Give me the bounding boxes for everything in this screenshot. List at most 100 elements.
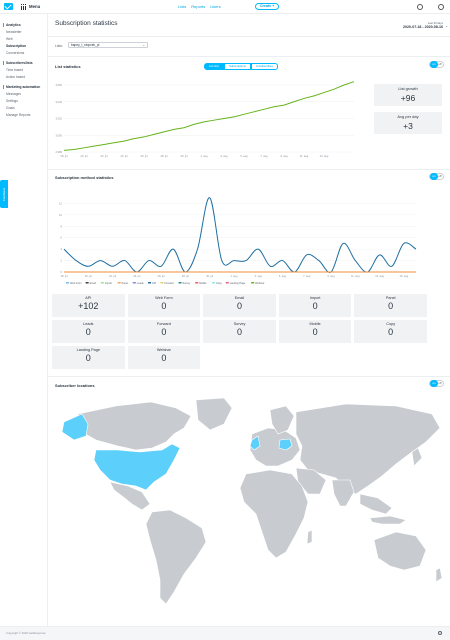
map-greenland[interactable] — [195, 397, 233, 431]
method-card-web-form: Web Form 0 — [127, 294, 201, 317]
map-africa[interactable] — [239, 469, 309, 559]
y-tick-label: 10 — [59, 213, 62, 217]
method-card-value: 0 — [312, 327, 318, 337]
y-tick-label: 3,020 — [56, 117, 63, 121]
nav-lists[interactable]: Lists — [178, 4, 187, 9]
map-asia[interactable] — [295, 403, 441, 495]
envelope-logo-icon[interactable] — [4, 3, 13, 10]
create-button[interactable]: Create + — [255, 2, 280, 10]
map-scandinavia[interactable] — [269, 405, 295, 435]
map-south-america[interactable] — [145, 509, 207, 605]
list-statistics-toggle[interactable]: on off — [429, 61, 444, 69]
menu-button[interactable]: Menu — [29, 4, 41, 9]
method-card-mobile: Mobile 0 — [278, 320, 352, 343]
settings-icon[interactable] — [417, 3, 423, 10]
method-card-panel: Panel 0 — [354, 294, 427, 317]
legend-swatch — [178, 282, 182, 284]
method-card-value: 0 — [161, 327, 167, 337]
nav-reports[interactable]: Reports — [191, 4, 206, 9]
x-tick-label: 7. aug — [260, 154, 268, 158]
locations-toggle[interactable]: on off — [429, 380, 444, 388]
x-tick-label: 24. jul — [121, 154, 128, 158]
tab-unsubscribes[interactable]: Unsubscribes — [250, 63, 278, 70]
legend-swatch — [195, 282, 199, 284]
sidebar-item-settings[interactable]: Settings — [6, 98, 18, 103]
x-tick-label: 13. aug — [375, 274, 384, 278]
method-card-value: 0 — [236, 327, 242, 337]
help-icon[interactable] — [438, 631, 442, 635]
sidebar-item-messages[interactable]: Messages — [6, 91, 22, 96]
x-tick-label: 3. aug — [220, 154, 228, 158]
method-card-label: API — [85, 296, 92, 300]
sidebar-item-web[interactable]: Web — [6, 36, 13, 41]
method-card-value: 0 — [236, 301, 242, 311]
sidebar-item-analytics[interactable]: Analytics — [0, 21, 47, 28]
divider — [48, 169, 450, 170]
method-card-label: Mobile — [309, 322, 321, 326]
map-uk[interactable] — [249, 435, 261, 451]
map-australia[interactable] — [373, 531, 427, 571]
map-japan[interactable] — [411, 447, 423, 467]
sidebar-item-time-based[interactable]: Time based — [6, 67, 24, 72]
map-canada[interactable] — [77, 401, 192, 451]
x-tick-label: 7. aug — [303, 274, 311, 278]
list-size-chart: 2,980 3,000 3,020 3,040 3,060 18. jul 20. jul 2… — [56, 81, 355, 158]
x-tick-label: 9. aug — [280, 154, 288, 158]
sidebar-item-subscription[interactable]: Subscription — [6, 43, 27, 48]
method-card-value: 0 — [161, 301, 167, 311]
feedback-tab[interactable]: Feedback — [0, 180, 8, 208]
period-selector[interactable]: Last 30 days 2020-07-18 - 2020-08-16 ⌄ — [403, 22, 448, 29]
nav-users[interactable]: Users — [210, 4, 221, 9]
y-tick-label: 3,000 — [56, 133, 63, 137]
tab-subscriptions[interactable]: Subscriptions — [224, 63, 251, 70]
sidebar-item-marketing-automation[interactable]: Marketing automation — [0, 83, 47, 90]
x-tick-label: 15. aug — [400, 274, 409, 278]
map-indonesia[interactable] — [369, 515, 407, 525]
apps-grid-icon[interactable] — [21, 4, 27, 10]
map-southeast-asia[interactable] — [359, 493, 393, 515]
y-tick-label: 2 — [61, 259, 63, 263]
sidebar-item-subscribers-lists[interactable]: Subscribers/lists — [0, 59, 47, 66]
legend-swatch — [211, 282, 215, 284]
method-statistics-toggle[interactable]: on off — [429, 173, 444, 181]
sidebar-item-conversions[interactable]: Conversions — [6, 50, 25, 55]
y-tick-label: 8 — [61, 224, 63, 228]
method-card-copy: Copy 0 — [354, 320, 427, 343]
method-card-value: 0 — [388, 327, 394, 337]
lists-select[interactable]: bapey_t_stopcek_pl ⌄ — [68, 42, 148, 48]
sidebar-item-goals[interactable]: Goals — [6, 105, 15, 110]
list-growth-label: List growth — [398, 86, 418, 91]
sidebar-item-manage-reports[interactable]: Manage Reports — [6, 112, 31, 117]
tab-list-size[interactable]: List size — [204, 63, 225, 70]
sidebar-item-action-based[interactable]: Action based — [6, 74, 26, 79]
map-usa[interactable] — [93, 443, 181, 491]
legend-item: Web Form — [70, 282, 82, 285]
lists-select-value: bapey_t_stopcek_pl — [71, 43, 100, 47]
map-new-zealand[interactable] — [435, 567, 443, 583]
map-alaska[interactable] — [61, 413, 89, 441]
chevron-down-icon: ⌄ — [445, 24, 448, 28]
divider — [48, 36, 450, 37]
method-card-label: Survey — [233, 322, 246, 326]
account-icon[interactable] — [438, 3, 444, 10]
legend-item: Email — [90, 282, 97, 285]
top-nav: Lists Reports Users — [178, 4, 221, 9]
map-madagascar[interactable] — [306, 529, 313, 545]
avg-per-day-label: Avg per day — [397, 114, 419, 119]
map-poland[interactable] — [278, 438, 293, 451]
map-india[interactable] — [331, 479, 355, 507]
map-mexico[interactable] — [109, 481, 151, 511]
legend-swatch — [85, 282, 89, 284]
legend-item: Webinar — [255, 282, 264, 285]
method-card-survey: Survey 0 — [203, 320, 276, 343]
x-tick-label: 5. aug — [240, 154, 248, 158]
legend-swatch — [160, 282, 164, 284]
method-card-label: Landing Page — [76, 348, 101, 352]
legend-item: Survey — [183, 282, 192, 285]
sidebar-item-newsletter[interactable]: Newsletter — [6, 29, 22, 34]
lists-label: Lists: — [55, 44, 63, 48]
x-tick-label: 13. aug — [320, 154, 329, 158]
subscriber-locations-title: Subscriber locations — [55, 383, 95, 388]
method-card-value: 0 — [85, 327, 91, 337]
method-card-label: Webinar — [156, 348, 171, 352]
